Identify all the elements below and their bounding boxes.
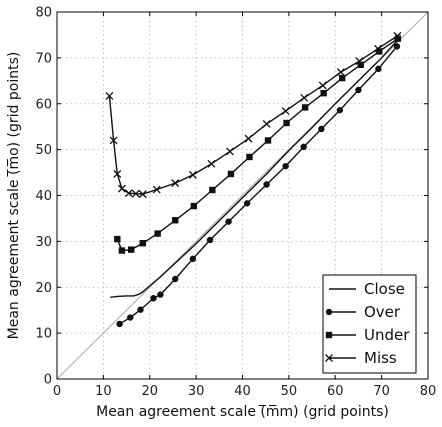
legend-label-over: Over [364, 303, 401, 321]
data-point-over [172, 275, 179, 283]
legend-box [322, 274, 417, 374]
legend-label-under: Under [364, 326, 410, 344]
y-tick-label: 20 [35, 281, 52, 296]
data-point-miss [244, 134, 253, 143]
data-point-miss [113, 169, 122, 178]
data-point-under [283, 119, 290, 127]
data-point-under [128, 246, 135, 253]
data-point-miss [152, 185, 161, 194]
axis-ticks: 0 10 20 30 40 50 60 70 80 0 10 20 30 40 50 60 70 80 [35, 6, 436, 400]
data-point-miss [105, 91, 114, 100]
data-point-under [246, 153, 253, 161]
data-point-under [339, 74, 346, 82]
data-point-under [320, 89, 327, 97]
data-point-under [264, 137, 272, 144]
y-tick-label: 30 [35, 235, 52, 250]
x-tick-label: 50 [281, 384, 298, 399]
data-point-under [118, 247, 126, 254]
data-point-under [154, 230, 161, 237]
data-point-over [189, 255, 197, 263]
legend-marker-under [325, 331, 333, 339]
data-point-miss [138, 190, 147, 199]
y-tick-label: 60 [35, 97, 52, 112]
data-point-miss [355, 57, 364, 66]
y-tick-label: 10 [35, 327, 52, 342]
series-over [116, 43, 401, 328]
series-line-close [110, 36, 401, 299]
data-point-over [300, 143, 307, 151]
data-point-over [116, 320, 123, 328]
data-point-miss [373, 44, 382, 53]
data-point-under [139, 240, 146, 247]
x-tick-label: 20 [141, 384, 158, 399]
legend-label-close: Close [364, 280, 405, 298]
series-close [110, 36, 401, 299]
x-tick-label: 0 [53, 384, 61, 399]
y-tick-label: 0 [44, 373, 52, 388]
x-tick-label: 40 [234, 384, 251, 399]
data-point-miss [109, 136, 118, 145]
x-tick-label: 60 [327, 384, 344, 399]
data-point-under [394, 35, 402, 42]
x-tick-label: 30 [188, 384, 205, 399]
y-tick-label: 70 [35, 51, 52, 66]
legend-marker-over [325, 308, 333, 316]
data-point-under [190, 202, 198, 210]
data-point-miss [171, 179, 180, 188]
data-point-miss [336, 68, 345, 77]
data-point-under [301, 104, 309, 111]
y-tick-label: 80 [35, 6, 52, 21]
series-line-under [116, 38, 399, 252]
data-point-over [263, 181, 270, 188]
data-point-miss [300, 93, 309, 102]
data-point-under [114, 235, 121, 243]
x-tick-label: 80 [420, 384, 437, 399]
data-point-under [172, 217, 179, 224]
data-point-under [357, 61, 364, 68]
legend: Close Over Under Miss [322, 274, 417, 374]
data-point-miss [318, 81, 327, 90]
series-miss [105, 31, 402, 199]
data-point-over [225, 218, 232, 225]
data-point-under [227, 170, 235, 178]
data-point-over [318, 125, 325, 133]
data-point-over [375, 65, 382, 73]
data-point-miss [124, 189, 133, 198]
data-point-miss [262, 119, 271, 128]
data-point-over [127, 314, 134, 321]
x-tick-label: 70 [373, 384, 390, 399]
data-point-miss [131, 189, 140, 198]
data-point-under [209, 186, 216, 194]
data-point-miss [226, 147, 234, 156]
y-axis-label: Mean agreement scale (̅m̅o) (grid points… [6, 52, 22, 340]
x-tick-label: 10 [95, 384, 112, 399]
data-point-miss [281, 107, 290, 116]
series-line-miss [108, 35, 398, 195]
data-point-over [282, 162, 289, 170]
data-point-miss [188, 170, 197, 179]
data-point-over [157, 291, 164, 298]
x-axis-label: Mean agreement scale (̅m̅m) (grid points… [96, 404, 389, 420]
data-point-over [206, 236, 214, 244]
legend-marker-miss [325, 354, 333, 362]
series-under [114, 35, 402, 254]
series-group [105, 31, 402, 328]
data-point-over [393, 43, 401, 50]
data-point-over [355, 86, 362, 94]
legend-label-miss: Miss [364, 349, 397, 367]
data-point-under [376, 48, 383, 55]
y-tick-label: 40 [35, 189, 52, 204]
data-point-over [137, 306, 144, 313]
data-point-over [150, 295, 157, 302]
data-point-over [336, 106, 344, 114]
data-point-miss [117, 184, 126, 193]
data-point-miss [207, 159, 216, 168]
data-point-miss [393, 31, 402, 40]
y-tick-label: 50 [35, 143, 52, 158]
data-point-over [243, 200, 251, 207]
